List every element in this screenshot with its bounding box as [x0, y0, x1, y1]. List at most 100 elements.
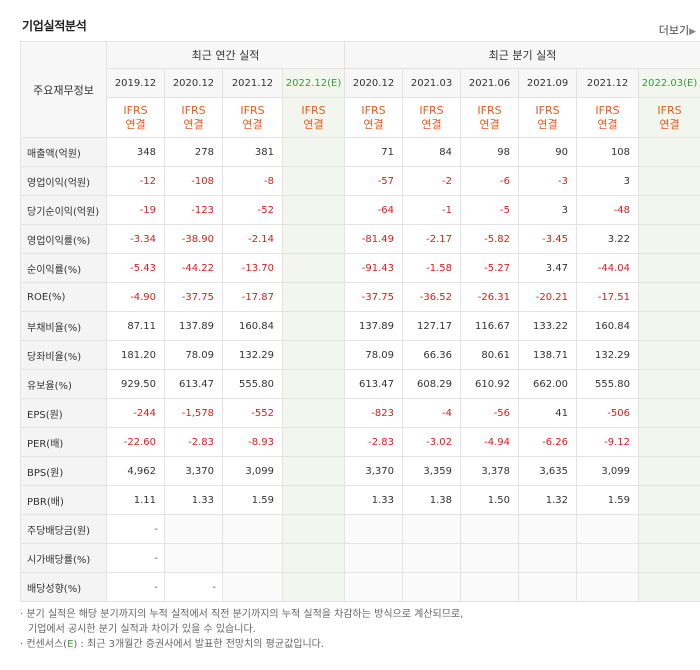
ifrs-line-2: 연결 [537, 117, 558, 131]
more-link[interactable]: 더보기▶ [659, 22, 696, 38]
table-row: 영업이익(억원) -12 -108 -8 -57 -2 -6 -3 3 [20, 166, 700, 196]
chevron-right-icon: ▶ [689, 27, 696, 37]
table-cell: 3,378 [460, 456, 520, 486]
corner-label: 주요재무정보 [20, 41, 107, 138]
table-cell: 3,359 [402, 456, 462, 486]
table-cell: -26.31 [460, 282, 520, 312]
table-cell [164, 514, 223, 544]
table-cell: 613.47 [344, 369, 404, 399]
table-cell: 132.29 [576, 340, 640, 370]
table-cell: 608.29 [402, 369, 462, 399]
table-cell: -5 [460, 195, 520, 225]
ifrs-line-1: IFRS [419, 103, 444, 117]
table-cell: -552 [222, 398, 283, 428]
table-cell: -20.21 [518, 282, 578, 312]
ifrs-line-1: IFRS [123, 103, 148, 117]
table-cell [638, 572, 700, 602]
row-label: 당기순이익(억원) [20, 195, 107, 225]
group-quarter: 최근 분기 실적 [344, 41, 700, 69]
financial-table: 주요재무정보 최근 연간 실적 최근 분기 실적 2019.12 2020.12 2… [20, 41, 700, 602]
table-cell: -2.83 [164, 427, 223, 457]
table-row: 유보율(%) 929.50 613.47 555.80 613.47 608.29 610.… [20, 369, 700, 399]
table-cell: -123 [164, 195, 223, 225]
table-cell [281, 311, 346, 341]
table-cell [518, 572, 578, 602]
table-cell: -36.52 [402, 282, 462, 312]
period-header: 2021.09 [518, 68, 578, 98]
table-cell [281, 340, 346, 370]
table-cell [344, 572, 404, 602]
ifrs-label: IFRS 연결 [402, 97, 462, 138]
table-cell [222, 572, 283, 602]
table-cell [402, 543, 462, 573]
table-cell: -3 [518, 166, 578, 196]
table-cell: 133.22 [518, 311, 578, 341]
table-cell: 3 [518, 195, 578, 225]
ifrs-line-1: IFRS [535, 103, 560, 117]
row-label: 주당배당금(원) [20, 514, 107, 544]
ifrs-line-1: IFRS [301, 103, 326, 117]
table-row: BPS(원) 4,962 3,370 3,099 3,370 3,359 3,378 3,63… [20, 456, 700, 486]
ifrs-line-1: IFRS [657, 103, 682, 117]
table-cell: 160.84 [576, 311, 640, 341]
table-cell: -3.02 [402, 427, 462, 457]
table-cell [638, 137, 700, 167]
table-cell: -2.83 [344, 427, 404, 457]
table-cell [518, 543, 578, 573]
table-cell: -56 [460, 398, 520, 428]
ifrs-label: IFRS 연결 [106, 97, 165, 138]
table-cell: 1.11 [106, 485, 165, 515]
ifrs-line-1: IFRS [477, 103, 502, 117]
table-cell: 4,962 [106, 456, 165, 486]
row-label: BPS(원) [20, 456, 107, 486]
period-header: 2021.06 [460, 68, 520, 98]
table-cell: -17.87 [222, 282, 283, 312]
table-cell [460, 572, 520, 602]
table-cell: 3 [576, 166, 640, 196]
table-cell: 3,370 [164, 456, 223, 486]
table-cell: 137.89 [344, 311, 404, 341]
more-label: 더보기 [658, 24, 690, 37]
table-row: 부채비율(%) 87.11 137.89 160.84 137.89 127.17 116.… [20, 311, 700, 341]
table-cell: 1.33 [164, 485, 223, 515]
table-cell: -6.26 [518, 427, 578, 457]
ifrs-line-1: IFRS [181, 103, 206, 117]
table-cell: -48 [576, 195, 640, 225]
table-cell: 1.32 [518, 485, 578, 515]
table-cell [281, 398, 346, 428]
ifrs-line-2: 연결 [421, 117, 442, 131]
table-cell: 84 [402, 137, 462, 167]
table-cell: 610.92 [460, 369, 520, 399]
ifrs-label: IFRS 연결 [638, 97, 700, 138]
table-cell [638, 398, 700, 428]
ifrs-label: IFRS 연결 [344, 97, 404, 138]
table-row: ROE(%) -4.90 -37.75 -17.87 -37.75 -36.52 -26.3… [20, 282, 700, 312]
table-cell: -19 [106, 195, 165, 225]
ifrs-label: IFRS 연결 [281, 97, 346, 138]
period-header: 2022.03(E) [638, 68, 700, 98]
table-cell [638, 311, 700, 341]
table-cell: 78.09 [344, 340, 404, 370]
period-header: 2021.12 [576, 68, 640, 98]
table-cell: 929.50 [106, 369, 165, 399]
table-cell: 108 [576, 137, 640, 167]
ifrs-label: IFRS 연결 [222, 97, 283, 138]
ifrs-label: IFRS 연결 [164, 97, 223, 138]
table-cell [638, 427, 700, 457]
table-cell: 137.89 [164, 311, 223, 341]
table-cell: 1.59 [222, 485, 283, 515]
table-cell [281, 456, 346, 486]
table-cell: 348 [106, 137, 165, 167]
ifrs-line-2: 연결 [242, 117, 263, 131]
table-cell: -4 [402, 398, 462, 428]
table-cell [638, 224, 700, 254]
ifrs-line-2: 연결 [183, 117, 204, 131]
ifrs-label: IFRS 연결 [518, 97, 578, 138]
table-cell: -22.60 [106, 427, 165, 457]
table-cell: 71 [344, 137, 404, 167]
table-cell: 3,370 [344, 456, 404, 486]
row-label: 영업이익률(%) [20, 224, 107, 254]
table-cell [576, 572, 640, 602]
table-cell: 127.17 [402, 311, 462, 341]
table-cell: -12 [106, 166, 165, 196]
